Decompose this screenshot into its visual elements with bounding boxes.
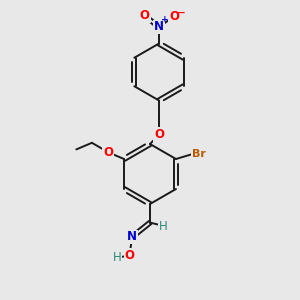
Text: O: O bbox=[154, 128, 164, 141]
Text: +: + bbox=[161, 15, 169, 24]
Text: O: O bbox=[103, 146, 113, 159]
Text: N: N bbox=[127, 230, 137, 244]
Text: O: O bbox=[169, 10, 179, 23]
Text: H: H bbox=[159, 220, 168, 233]
Text: Br: Br bbox=[192, 148, 206, 159]
Text: N: N bbox=[154, 20, 164, 34]
Text: O: O bbox=[140, 9, 150, 22]
Text: −: − bbox=[177, 8, 186, 18]
Text: O: O bbox=[124, 249, 135, 262]
Text: H: H bbox=[112, 250, 122, 264]
